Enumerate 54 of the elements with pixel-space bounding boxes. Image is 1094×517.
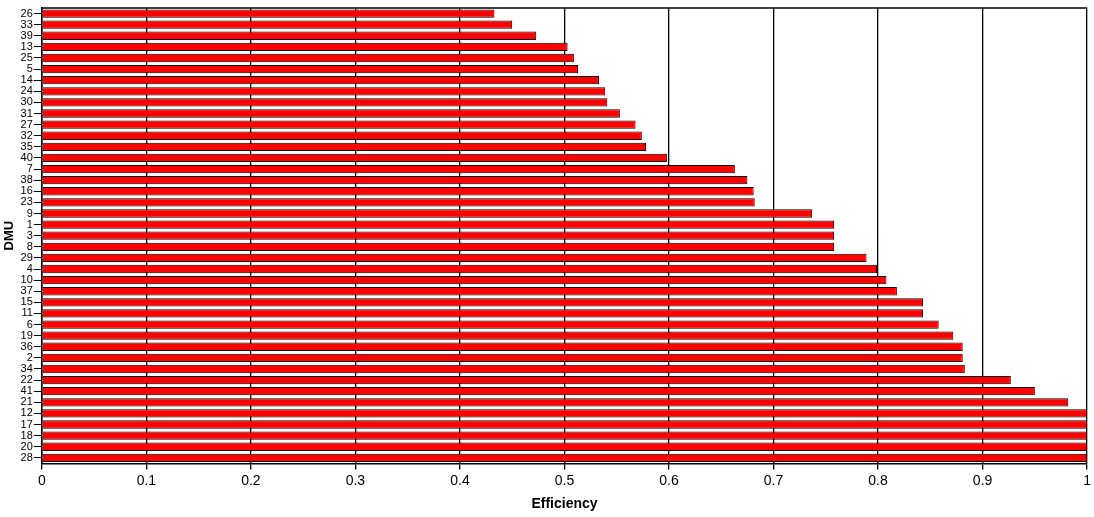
y-tick-label: 34 — [20, 362, 33, 375]
y-tick-label: 18 — [20, 428, 33, 441]
y-tick-label: 15 — [20, 295, 33, 308]
x-axis-title: Efficiency — [531, 495, 598, 512]
y-tick-label: 39 — [20, 28, 33, 41]
y-tick-label: 3 — [26, 228, 33, 241]
y-tick-label: 29 — [20, 250, 33, 263]
y-axis-title: DMU — [1, 220, 17, 251]
x-tick-label: 0.2 — [241, 471, 261, 488]
y-tick-label: 9 — [26, 206, 33, 219]
y-tick-label: 22 — [20, 373, 33, 386]
y-tick-label: 27 — [20, 117, 33, 130]
x-tick-label: 0 — [37, 471, 46, 488]
y-tick-label: 20 — [20, 439, 33, 452]
y-tick-label: 37 — [20, 284, 33, 297]
y-tick-label: 38 — [20, 173, 33, 186]
x-tick-label: 0.6 — [659, 471, 679, 488]
y-tick-label: 25 — [20, 51, 33, 64]
y-tick-label: 33 — [20, 17, 33, 30]
y-tick-label: 30 — [20, 95, 33, 108]
y-tick-label: 24 — [20, 84, 33, 97]
y-tick-label: 8 — [26, 239, 33, 252]
x-tick-label: 0.8 — [868, 471, 888, 488]
x-tick-label: 0.5 — [554, 471, 575, 488]
y-tick-label: 2 — [26, 350, 33, 363]
y-tick-label: 21 — [20, 395, 33, 408]
x-tick-label: 0.1 — [136, 471, 157, 488]
y-tick-label: 13 — [20, 39, 33, 52]
y-tick-label: 19 — [20, 328, 33, 341]
x-tick-label: 0.4 — [450, 471, 470, 488]
y-tick-label: 14 — [20, 73, 33, 86]
y-tick-label: 12 — [20, 406, 33, 419]
y-tick-label: 11 — [21, 306, 33, 319]
y-tick-label: 28 — [20, 450, 33, 463]
x-tick-label: 0.3 — [345, 471, 366, 488]
x-tick-label: 0.7 — [763, 471, 784, 488]
x-tick-label: 1 — [1083, 471, 1092, 488]
y-tick-label: 10 — [20, 273, 33, 286]
y-tick-label: 35 — [20, 139, 33, 152]
y-tick-label: 6 — [26, 317, 33, 330]
y-tick-label: 4 — [26, 262, 33, 275]
y-tick-label: 40 — [20, 150, 33, 163]
y-tick-label: 41 — [20, 384, 33, 397]
y-tick-label: 5 — [26, 62, 33, 75]
y-tick-label: 17 — [20, 417, 33, 430]
y-tick-label: 16 — [20, 184, 33, 197]
y-tick-label: 23 — [20, 195, 33, 208]
y-tick-label: 26 — [20, 6, 33, 19]
y-tick-label: 36 — [20, 339, 33, 352]
y-tick-label: 32 — [20, 128, 33, 141]
y-tick-label: 31 — [20, 106, 33, 119]
x-tick-label: 0.9 — [972, 471, 993, 488]
y-tick-label: 7 — [26, 162, 33, 175]
y-tick-label: 1 — [26, 217, 33, 230]
